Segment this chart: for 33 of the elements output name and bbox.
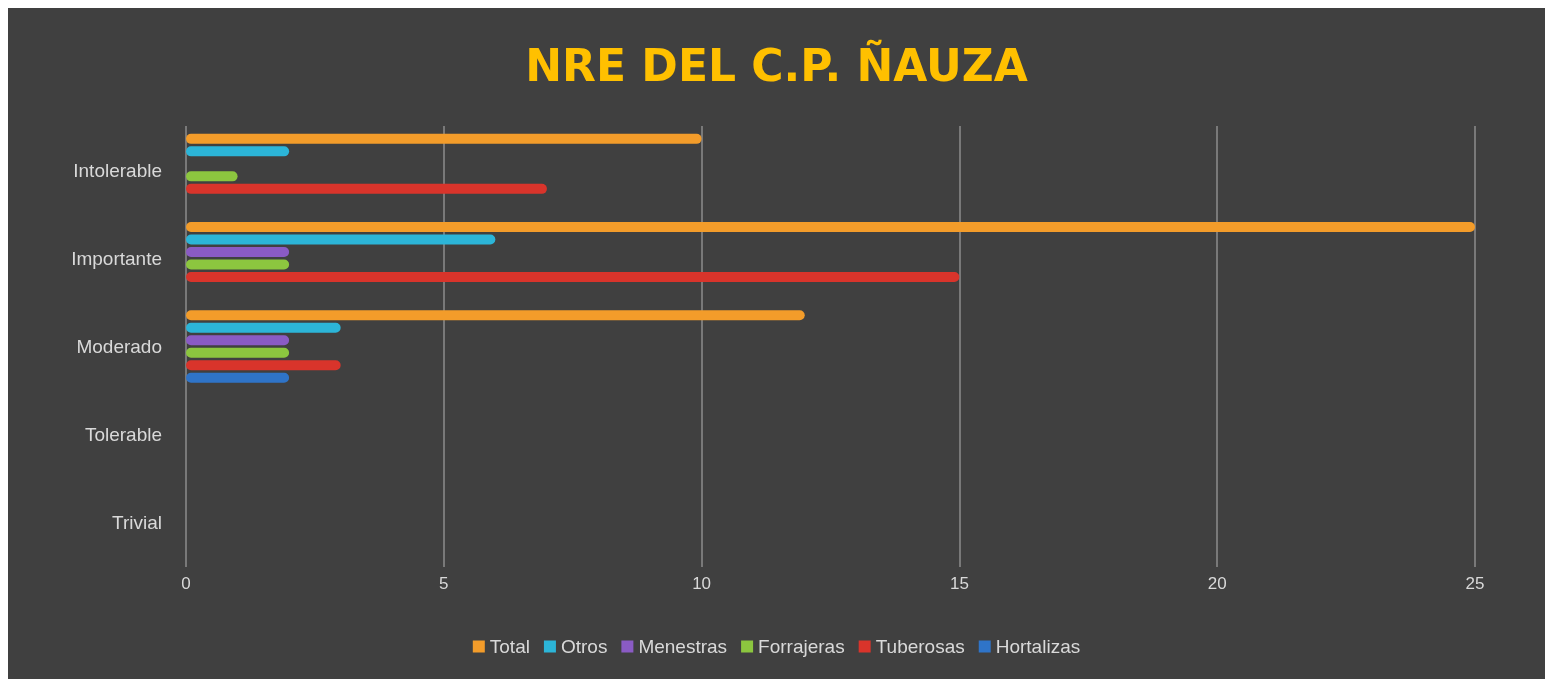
bar [186, 146, 290, 157]
x-tick-label: 20 [1207, 574, 1227, 593]
bar [186, 234, 496, 245]
chart-title: NRE DEL C.P. ÑAUZA [525, 38, 1028, 91]
y-tick-label: Moderado [76, 336, 162, 357]
bar [186, 183, 547, 194]
x-tick-label: 15 [949, 574, 969, 593]
y-tick-label: Importante [71, 247, 162, 269]
bar [186, 360, 341, 371]
y-tick-label: Trivial [112, 512, 162, 534]
legend-label: Hortalizas [995, 636, 1081, 657]
x-tick-label: 5 [439, 574, 449, 593]
bar [186, 171, 238, 182]
x-tick-label: 0 [181, 574, 191, 593]
bar [186, 133, 702, 144]
legend-label: Menestras [638, 636, 728, 657]
y-tick-label: Intolerable [73, 159, 162, 181]
bar [186, 259, 290, 270]
bar [186, 222, 1475, 233]
bar [186, 272, 960, 283]
bar [186, 372, 290, 383]
bar [186, 335, 290, 346]
legend-label: Total [489, 636, 530, 657]
bar [186, 247, 290, 258]
x-tick-label: 10 [692, 574, 712, 593]
bar [186, 310, 805, 321]
x-tick-label: 25 [1465, 574, 1485, 593]
bar [186, 322, 341, 333]
legend-label: Otros [560, 636, 608, 657]
legend-label: Tuberosas [875, 636, 965, 657]
legend-label: Forrajeras [758, 636, 845, 657]
y-tick-label: Tolerable [84, 424, 162, 446]
bar [186, 347, 290, 358]
